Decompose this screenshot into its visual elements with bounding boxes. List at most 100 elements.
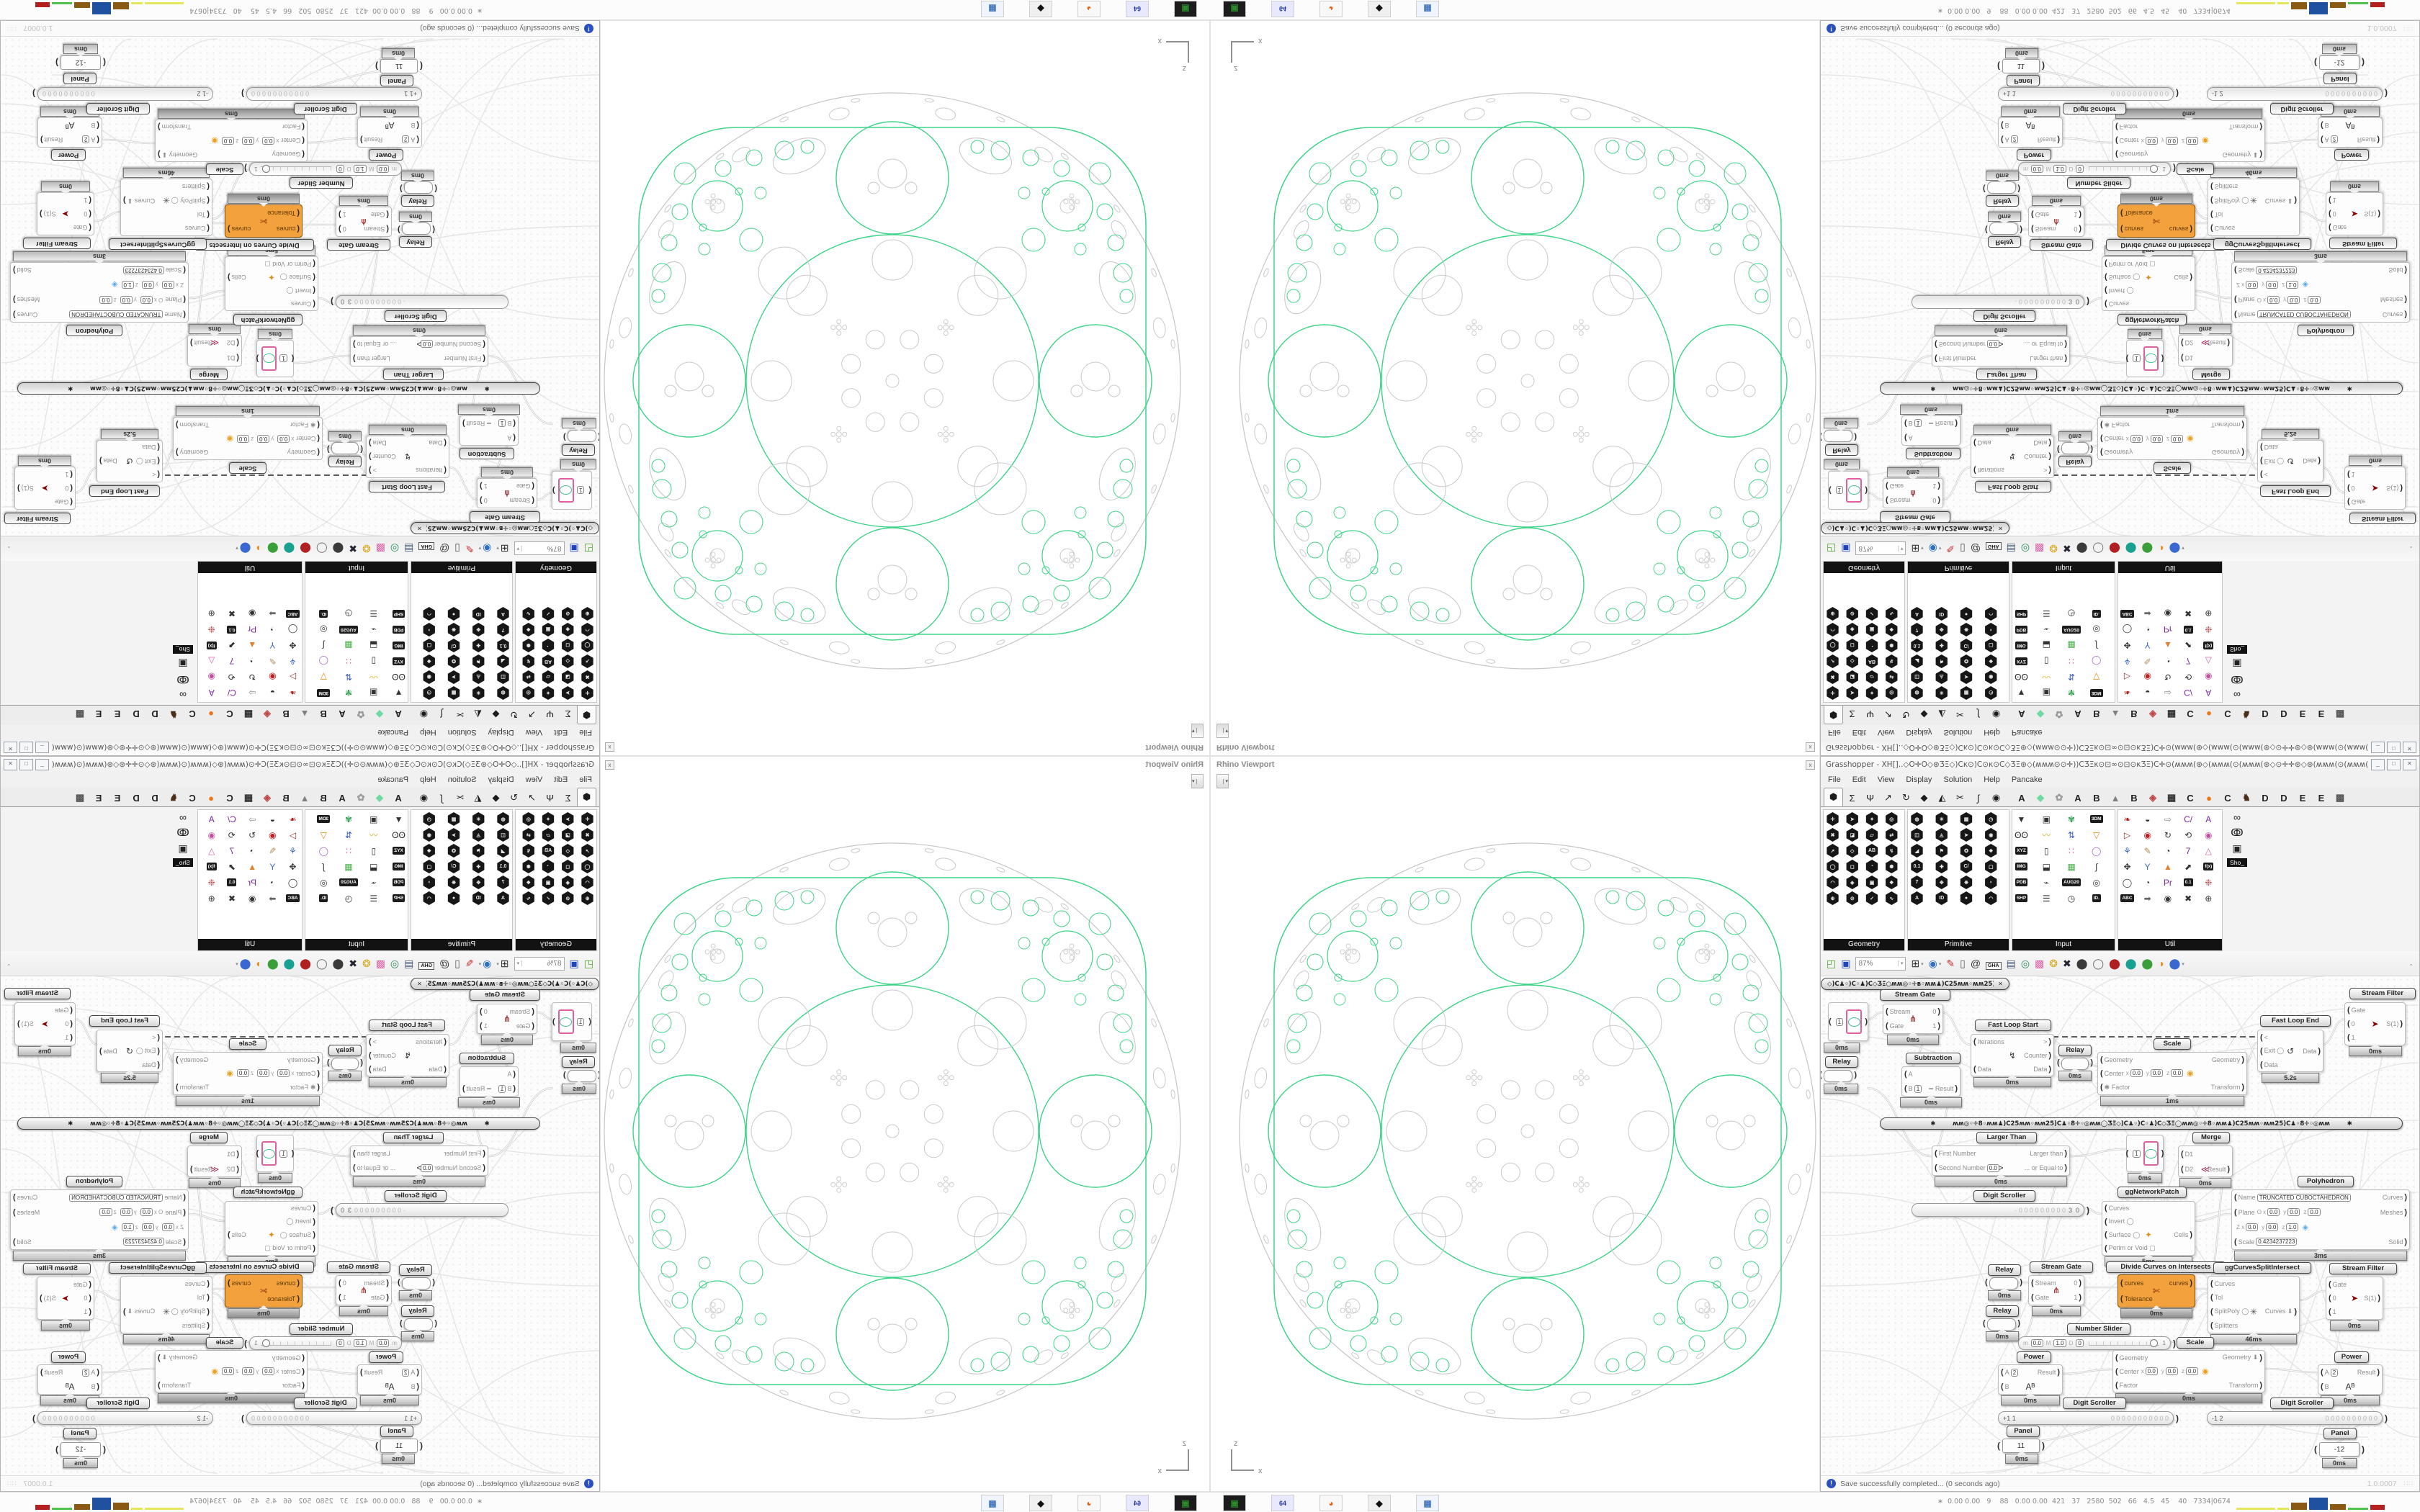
component-icon[interactable]: ❖: [521, 875, 536, 890]
component-icon[interactable]: ◍: [496, 811, 511, 827]
component-icon[interactable]: 〰: [369, 672, 378, 682]
component-icon[interactable]: SHP: [392, 610, 405, 618]
component-icon[interactable]: ➤: [1959, 827, 1974, 842]
node-ggcurvessplitintersect[interactable]: (Curves(Tol(SplitPoly ◯ ✳ Curves ⬇)(Splitt…: [2208, 1276, 2300, 1333]
component-icon[interactable]: ✪: [447, 654, 462, 669]
close-icon[interactable]: x: [605, 760, 614, 770]
component-icon[interactable]: ⊕: [580, 606, 595, 621]
component-icon[interactable]: ◠: [1825, 622, 1840, 637]
component-icon[interactable]: ✪: [1959, 843, 1974, 858]
plugin-tab-12[interactable]: ♞: [169, 792, 178, 803]
menu-item-pancake[interactable]: Pancake: [2011, 775, 2043, 784]
resize-grip[interactable]: ∷∷: [2403, 1480, 2414, 1487]
component-icon[interactable]: AB: [1865, 843, 1880, 858]
component-icon[interactable]: ▷: [289, 829, 297, 840]
component-icon[interactable]: ⌁: [2043, 877, 2049, 888]
node-stream-filter[interactable]: (Gate(0 ➤ S(1))(1: [2344, 467, 2406, 510]
component-icon[interactable]: ◷: [344, 608, 353, 619]
component-icon[interactable]: f(x): [2203, 863, 2214, 870]
component-icon[interactable]: ⇅: [2067, 829, 2076, 840]
plugin-tab-11[interactable]: C: [189, 792, 196, 804]
finder-icon[interactable]: ◎: [390, 543, 400, 554]
component-icon[interactable]: AUG20: [2062, 878, 2081, 886]
viewport-menu-button[interactable]: ▾: [1216, 774, 1229, 788]
component-icon[interactable]: ✖: [2184, 608, 2192, 619]
palette-footer[interactable]: Util: [198, 562, 302, 573]
publish-at-icon[interactable]: @: [1970, 543, 1981, 554]
slider-handle[interactable]: [2149, 165, 2158, 174]
palette-footer[interactable]: Util: [2118, 562, 2222, 573]
component-icon[interactable]: ↯: [1884, 654, 1899, 669]
inkscape-app-icon[interactable]: ◆: [1368, 1, 1391, 17]
component-icon[interactable]: AB: [541, 654, 556, 669]
component-icon[interactable]: ∿: [521, 606, 536, 621]
component-icon[interactable]: ◇: [560, 843, 575, 858]
component-icon[interactable]: ✎: [2143, 656, 2151, 667]
plugin-tab-7[interactable]: ◈: [264, 709, 271, 720]
maximize-button[interactable]: □: [2387, 742, 2401, 753]
pin-green-icon[interactable]: ⬤: [2141, 958, 2154, 969]
component-icon[interactable]: ◷: [421, 811, 436, 827]
category-tab-0[interactable]: ⬢: [1824, 706, 1843, 724]
viewport-3d-canvas[interactable]: [599, 757, 1209, 1493]
pin-green-icon[interactable]: ⬤: [266, 543, 279, 554]
component-icon[interactable]: ID: [471, 606, 486, 621]
component-icon[interactable]: ⚑: [1934, 654, 1949, 669]
node-fast-loop-start[interactable]: (Iterations >) ↯ Counter)(Data Data): [1971, 1034, 2054, 1076]
cluster-icon[interactable]: ✖: [349, 543, 357, 554]
component-icon[interactable]: ◻: [1845, 859, 1860, 874]
component-icon[interactable]: C/: [1959, 638, 1974, 653]
menu-item-display[interactable]: Display: [1906, 728, 1932, 737]
preview-red-icon[interactable]: ⬤: [300, 958, 311, 969]
component-icon[interactable]: ◯: [2092, 845, 2102, 856]
grasshopper-canvas[interactable]: ◇)C♟◦)C◦♟)C◇ƷΞ○ʍʍ◎◦✛ʙ◦ʍʍ♟)C25ʍʍ◦ʍʍ25)C♟◦…: [1, 34, 599, 536]
plugin-tab-4[interactable]: B: [2093, 792, 2100, 804]
vm-64-app-icon[interactable]: 64: [1126, 1495, 1149, 1511]
component-icon[interactable]: 0.1: [2183, 878, 2193, 886]
component-icon[interactable]: ⊘: [1845, 606, 1860, 621]
category-tab-4[interactable]: ↻: [510, 709, 518, 720]
component-icon[interactable]: ʘʘ: [392, 829, 405, 840]
component-icon[interactable]: ◯: [580, 859, 595, 874]
component-icon[interactable]: A: [2205, 688, 2212, 698]
component-icon[interactable]: ▯: [2043, 656, 2049, 667]
plugin-tab-6[interactable]: B: [2130, 708, 2138, 720]
menu-item-view[interactable]: View: [1877, 728, 1895, 737]
component-icon[interactable]: ∷: [346, 656, 351, 667]
grasshopper-canvas[interactable]: ◇)C♟◦)C◦♟)C◇ƷΞ○ʍʍ◎◦✛ʙ◦ʍʍ♟)C25ʍʍ◦ʍʍ25)C♟◦…: [1, 976, 599, 1478]
component-icon[interactable]: ▣: [1865, 622, 1880, 637]
component-icon[interactable]: ⇅: [344, 672, 353, 683]
plugin-tab-1[interactable]: ◆: [376, 709, 383, 720]
node-fast-loop-start[interactable]: (Iterations >) ↯ Counter)(Data Data): [366, 436, 449, 478]
close-icon[interactable]: ✕: [1998, 525, 2003, 531]
component-icon[interactable]: ✓: [1865, 606, 1880, 621]
sho-icon[interactable]: ▣: [178, 842, 188, 854]
category-tab-3[interactable]: ↗: [1884, 709, 1892, 720]
menu-item-help[interactable]: Help: [420, 728, 436, 737]
node-ggcurvessplitintersect[interactable]: (Curves(Tol(SplitPoly ◯ ✳ Curves ⬇)(Splitt…: [120, 179, 212, 236]
component-icon[interactable]: △: [208, 656, 215, 667]
component-icon[interactable]: ◉: [2164, 893, 2172, 904]
component-icon[interactable]: ◉: [248, 608, 256, 619]
open-file-icon[interactable]: ◰: [583, 958, 593, 969]
component-icon[interactable]: ⬈: [228, 861, 236, 872]
node-polyhedron[interactable]: (Name TRUNCATED CUBOCTAHEDRON Curves)(Plan…: [2231, 1189, 2410, 1250]
component-icon[interactable]: ❖: [1984, 843, 1999, 858]
menu-item-display[interactable]: Display: [488, 728, 514, 737]
component-icon[interactable]: ✥: [289, 861, 297, 872]
component-icon[interactable]: ◫: [1909, 827, 1924, 842]
component-icon[interactable]: C/: [447, 638, 462, 653]
node-scale[interactable]: (Geometry Geometry ⬇)(Center x 0.0 y 0.0 z 0.0 ◉…: [2112, 1350, 2265, 1392]
plugin-tab-5[interactable]: ▲: [2110, 708, 2120, 720]
component-icon[interactable]: PDB: [2015, 878, 2028, 886]
close-button[interactable]: ✕: [2403, 742, 2416, 753]
category-tab-6[interactable]: ◭: [474, 792, 482, 803]
plugin-tab-7[interactable]: ◈: [2149, 792, 2156, 803]
preview-red-icon[interactable]: ⬤: [2109, 958, 2120, 969]
component-icon[interactable]: ✳: [1934, 811, 1949, 827]
preview-dark-icon[interactable]: ⬤: [2076, 958, 2088, 969]
component-icon[interactable]: ✳: [471, 685, 486, 701]
component-icon[interactable]: ✺: [521, 859, 536, 874]
number-slider-node[interactable]: m 0.0 M 1.0 D 0 1: [249, 1336, 402, 1350]
